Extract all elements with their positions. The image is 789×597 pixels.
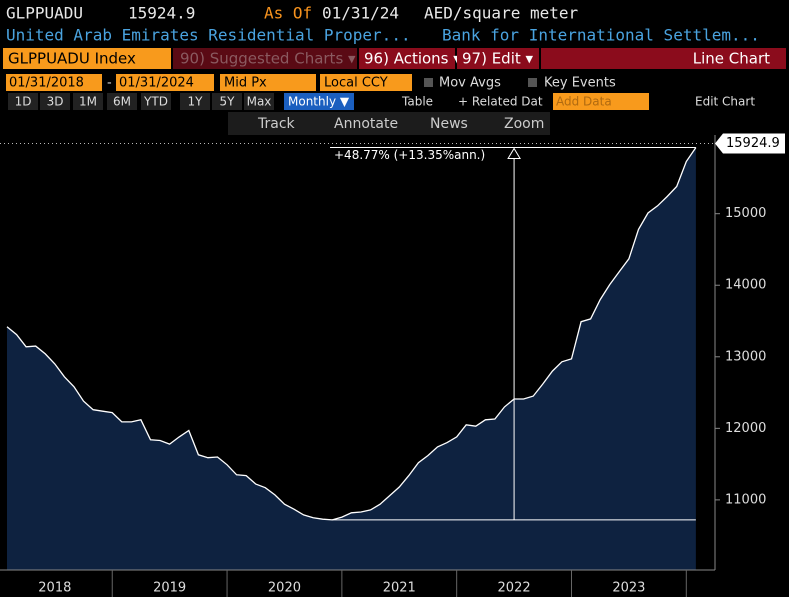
x-tick-label: 2021: [383, 581, 416, 596]
y-tick-label: 15000: [725, 206, 766, 221]
last-value-box: [715, 133, 785, 154]
units: AED/square meter: [424, 4, 578, 23]
security[interactable]: GLPPUADU Index: [8, 50, 136, 68]
suggested[interactable]: 90) Suggested Charts ▾: [180, 50, 356, 68]
tools-bar: [228, 112, 550, 135]
period-btn[interactable]: [107, 93, 137, 110]
period-btn[interactable]: [180, 93, 210, 110]
table[interactable]: Table: [401, 95, 433, 109]
mov-avgs[interactable]: Mov Avgs: [439, 76, 501, 91]
change-label: +48.77% (+13.35%ann.): [334, 148, 485, 162]
security-name: United Arab Emirates Residential Proper.…: [6, 26, 411, 45]
period-btn[interactable]: [244, 93, 274, 110]
add-data-box[interactable]: [553, 93, 649, 110]
period[interactable]: 1D: [15, 95, 32, 109]
chart-type: Line Chart: [693, 50, 770, 68]
related[interactable]: + Related Dat: [458, 95, 543, 109]
y-tick-label: 13000: [725, 349, 766, 364]
suggested-btn[interactable]: [173, 48, 357, 69]
period-btn[interactable]: [8, 93, 38, 110]
as-of: As Of: [264, 4, 312, 23]
start-date[interactable]: 01/31/2018: [9, 76, 84, 91]
y-tick-label: 14000: [725, 278, 766, 293]
period[interactable]: 1Y: [188, 95, 204, 109]
x-tick-label: 2019: [153, 581, 186, 596]
dash: -: [107, 76, 112, 91]
arrow-head: [507, 147, 521, 160]
edit-btn[interactable]: [457, 48, 539, 69]
y-tick-label: 12000: [725, 421, 766, 436]
edit-chart[interactable]: Edit Chart: [695, 95, 755, 109]
frequency-box[interactable]: [284, 93, 354, 110]
tool[interactable]: Zoom: [504, 116, 544, 132]
frequency[interactable]: Monthly ▼: [288, 95, 350, 109]
period[interactable]: 1M: [79, 95, 97, 109]
chart-type-bar: [541, 48, 786, 69]
x-tick-label: 2020: [268, 581, 301, 596]
ticker: GLPPUADU: [6, 4, 83, 23]
line: [6, 147, 697, 521]
period-btn[interactable]: [73, 93, 103, 110]
end-date[interactable]: 01/31/2024: [119, 76, 194, 91]
edit[interactable]: 97) Edit ▾: [462, 50, 534, 68]
period[interactable]: 3D: [47, 95, 64, 109]
currency-box[interactable]: [320, 74, 412, 91]
x-tick-label: 2023: [612, 581, 645, 596]
checkbox[interactable]: [424, 78, 433, 87]
y-tick-label: 11000: [725, 492, 766, 507]
tool[interactable]: News: [430, 116, 468, 132]
period-btn[interactable]: [40, 93, 70, 110]
tool[interactable]: Track: [257, 116, 296, 132]
period-btn[interactable]: [212, 93, 242, 110]
period[interactable]: Max: [247, 95, 272, 109]
as-of-date: 01/31/24: [322, 4, 399, 23]
header-value: 15924.9: [128, 4, 195, 23]
area: [7, 147, 696, 570]
add-data[interactable]: Add Data: [556, 95, 612, 109]
price-box[interactable]: [220, 74, 316, 91]
period-btn[interactable]: [141, 93, 171, 110]
x-tick-label: 2022: [498, 581, 531, 596]
end-box[interactable]: [116, 74, 214, 91]
x-tick-label: 2018: [38, 581, 71, 596]
actions[interactable]: 96) Actions ▾: [364, 50, 461, 68]
period[interactable]: YTD: [143, 95, 168, 109]
actions-btn[interactable]: [359, 48, 455, 69]
currency[interactable]: Local CCY: [324, 76, 388, 91]
period[interactable]: 5Y: [220, 95, 236, 109]
start-box[interactable]: [6, 74, 102, 91]
checkbox[interactable]: [528, 78, 537, 87]
source: Bank for International Settlem...: [442, 26, 760, 45]
period[interactable]: 6M: [113, 95, 131, 109]
tool[interactable]: Annotate: [334, 116, 398, 132]
last-value-label: 15924.9: [726, 136, 780, 151]
price[interactable]: Mid Px: [224, 76, 267, 91]
security-box[interactable]: [3, 48, 171, 69]
key-events[interactable]: Key Events: [544, 76, 616, 91]
